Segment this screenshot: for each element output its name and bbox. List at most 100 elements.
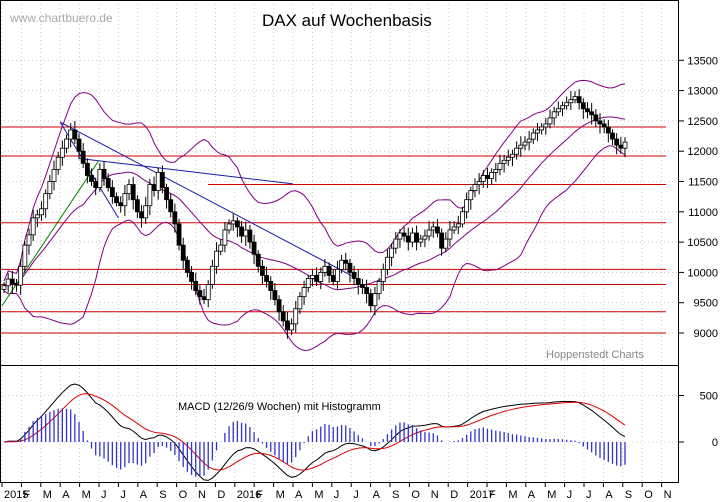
macd-tick-label: 0: [712, 437, 718, 449]
candle: [176, 218, 182, 251]
candle: [497, 154, 503, 176]
candle: [418, 234, 424, 247]
x-tick-label: M: [82, 489, 91, 501]
candle: [134, 195, 140, 219]
candle: [214, 242, 219, 274]
candle: [343, 252, 349, 271]
candle: [335, 260, 340, 289]
x-tick-label: D: [450, 489, 458, 501]
candle: [493, 162, 499, 182]
candle: [159, 165, 165, 194]
candle: [89, 168, 94, 186]
x-tick-label: S: [159, 489, 166, 501]
x-tick-label: J: [120, 489, 126, 501]
candle: [59, 140, 65, 166]
x-tick-label: M: [276, 489, 285, 501]
candle: [501, 154, 507, 173]
candle: [301, 280, 307, 305]
candle: [564, 96, 570, 110]
y-tick-label: 11000: [688, 207, 718, 219]
x-tick-label: A: [605, 489, 613, 501]
candle: [460, 206, 465, 228]
candle: [26, 228, 32, 255]
bollinger-upper: [3, 79, 626, 282]
candle: [351, 265, 357, 286]
candle: [580, 98, 586, 119]
y-tick-label: 9500: [694, 298, 718, 310]
candle: [447, 220, 453, 247]
candle: [22, 241, 28, 273]
candle: [610, 129, 615, 146]
candle: [451, 221, 457, 234]
candle: [422, 229, 428, 248]
candle: [51, 160, 57, 191]
macd-tick-label: 500: [700, 391, 718, 403]
candle: [189, 266, 194, 290]
candle: [535, 122, 540, 142]
y-axis-labels: 9000 9500 10000 10500 11000 11500 12000 12500 13…: [679, 55, 718, 340]
frame: [0, 0, 679, 483]
candle: [468, 186, 474, 210]
candle: [593, 109, 599, 128]
x-tick-label: J: [586, 489, 592, 501]
candle: [426, 221, 432, 241]
trendline-down: [59, 121, 352, 276]
candle: [364, 279, 369, 304]
x-tick-label: A: [140, 489, 148, 501]
x-tick-label: N: [664, 489, 672, 501]
candle: [234, 217, 240, 238]
candle: [205, 280, 211, 308]
candle: [247, 224, 253, 249]
chart-title: DAX auf Wochenbasis: [262, 11, 432, 30]
candle: [522, 136, 528, 151]
candle: [376, 277, 382, 300]
candle: [84, 158, 90, 184]
x-tick-label: A: [528, 489, 536, 501]
candle: [147, 178, 153, 216]
candle: [122, 184, 128, 216]
candle: [39, 201, 44, 221]
x-tick-label: 2017: [470, 489, 494, 501]
x-tick-label: F: [256, 489, 263, 501]
x-tick-label: J: [101, 489, 107, 501]
x-tick-label: N: [431, 489, 439, 501]
candle: [222, 222, 228, 253]
candle: [305, 274, 311, 293]
x-tick-label: D: [217, 489, 225, 501]
source-label: Hoppenstedt Charts: [546, 349, 644, 361]
candle: [605, 119, 611, 143]
candle: [47, 175, 53, 200]
candlesticks: [1, 89, 628, 339]
x-tick-label: J: [567, 489, 573, 501]
candle: [526, 131, 532, 151]
x-tick-label: F: [489, 489, 496, 501]
grid: [0, 0, 679, 482]
watermark: www.chartbuero.de: [9, 11, 113, 25]
candle: [385, 249, 390, 276]
trendline-up: [1, 160, 100, 307]
candle: [355, 269, 361, 295]
x-tick-label: A: [373, 489, 381, 501]
candle: [9, 270, 15, 294]
x-tick-label: N: [198, 489, 206, 501]
x-tick-label: O: [179, 489, 188, 501]
candle: [455, 215, 461, 235]
candle: [560, 101, 565, 117]
x-tick-label: A: [62, 489, 70, 501]
candle: [184, 256, 190, 278]
candle: [34, 209, 40, 228]
y-tick-label: 9000: [694, 328, 718, 340]
x-tick-label: J: [334, 489, 340, 501]
candle: [64, 134, 69, 154]
bollinger-lower: [3, 145, 626, 351]
candle: [264, 266, 269, 288]
candle: [464, 192, 470, 219]
candle: [514, 141, 520, 160]
macd-title: MACD (12/26/9 Wochen) mit Histogramm: [178, 401, 381, 413]
macd-axis-labels: 0 500: [679, 391, 718, 449]
candle: [614, 133, 620, 155]
candle: [289, 318, 294, 336]
